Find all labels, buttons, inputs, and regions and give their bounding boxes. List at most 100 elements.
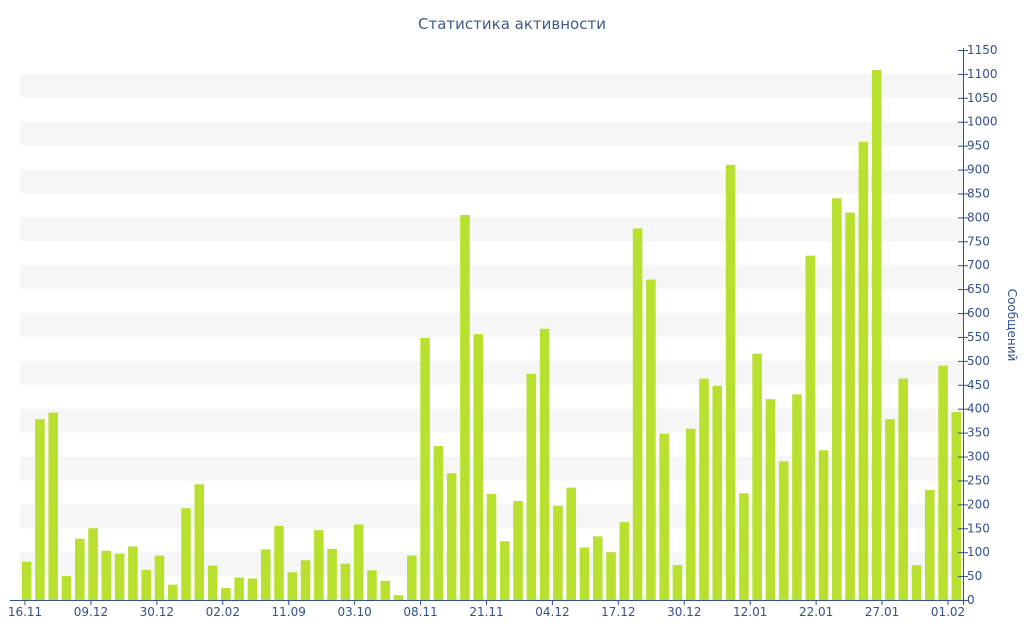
bar (592, 536, 603, 600)
x-tick-label: 27.01 (865, 605, 899, 619)
bar (765, 399, 776, 600)
bar (526, 373, 537, 600)
bar (871, 70, 882, 601)
bar (858, 141, 869, 600)
bar (792, 394, 802, 600)
bar (48, 412, 58, 600)
bar (340, 563, 351, 600)
bar (832, 198, 842, 600)
grid-band (20, 121, 963, 146)
y-tick-label: 900 (967, 163, 990, 177)
bar (101, 550, 112, 600)
bar (566, 487, 576, 600)
y-tick-label: 450 (967, 378, 990, 392)
bar (619, 522, 630, 600)
bar (925, 490, 935, 600)
bar (898, 378, 909, 600)
bar (420, 337, 430, 600)
bar (21, 561, 32, 600)
y-tick-label: 400 (967, 402, 990, 416)
bar (778, 461, 789, 600)
x-tick-label: 09.12 (74, 605, 108, 619)
x-tick-label: 03.10 (337, 605, 371, 619)
x-tick-label: 08.11 (403, 605, 437, 619)
bar (712, 385, 723, 600)
y-tick-label: 100 (967, 545, 990, 559)
bar (167, 584, 178, 600)
bar (460, 215, 470, 600)
y-tick-label: 600 (967, 306, 990, 320)
bar (500, 541, 510, 600)
grid-band (20, 169, 963, 194)
bar (287, 572, 298, 600)
x-tick-label: 21.11 (469, 605, 503, 619)
bar (88, 528, 98, 600)
bar (61, 576, 72, 600)
y-tick-label: 150 (967, 521, 990, 535)
bars (21, 70, 962, 601)
y-tick-label: 700 (967, 258, 990, 272)
y-tick-label: 1050 (967, 91, 998, 105)
x-tick-label: 22.01 (799, 605, 833, 619)
y-tick-label: 750 (967, 234, 990, 248)
x-tick-label: 11.09 (272, 605, 306, 619)
y-tick-label: 650 (967, 282, 990, 296)
bar (380, 580, 391, 600)
bar (446, 473, 457, 600)
x-tick-label: 12.01 (733, 605, 767, 619)
bar (579, 547, 590, 600)
bar (845, 212, 855, 601)
y-tick-label: 50 (967, 569, 982, 583)
bar (818, 450, 829, 600)
y-tick-label: 500 (967, 354, 990, 368)
bar (752, 353, 762, 600)
bar (606, 552, 616, 600)
y-tick-label: 300 (967, 450, 990, 464)
chart-title: Статистика активности (418, 15, 606, 33)
bar (513, 501, 523, 600)
bar (739, 493, 749, 600)
bar (35, 419, 45, 600)
y-tick-label: 250 (967, 473, 990, 487)
x-tick-label: 30.12 (667, 605, 701, 619)
bar (327, 548, 337, 600)
axes (10, 48, 965, 605)
bar (659, 433, 669, 600)
bar (367, 570, 377, 600)
bar (553, 505, 563, 600)
grid-band (20, 217, 963, 242)
bar (951, 412, 962, 600)
bar (260, 549, 271, 600)
bar (407, 555, 417, 600)
bar (314, 530, 324, 600)
y-tick-label: 350 (967, 426, 990, 440)
bar (128, 546, 138, 600)
bar (274, 525, 284, 600)
bar (433, 446, 444, 600)
bar (247, 578, 258, 600)
bar (221, 588, 231, 600)
bar (194, 484, 205, 600)
grid-band (20, 265, 963, 290)
bar (646, 279, 656, 600)
bar (539, 328, 550, 600)
bar (141, 569, 151, 600)
grid-band (20, 408, 963, 433)
bar (632, 228, 643, 600)
x-tick-label: 01.02 (931, 605, 965, 619)
bar (672, 565, 683, 600)
bar (685, 428, 696, 600)
bar (486, 493, 497, 600)
y-tick-label: 200 (967, 497, 990, 511)
y-tick-label: 800 (967, 210, 990, 224)
grid-band (20, 73, 963, 98)
x-ticks: 16.11 09.12 30.12 02.02 11.09 03.10 08.11 21.11… (8, 600, 965, 619)
bar (234, 577, 244, 600)
y-tick-label: 950 (967, 139, 990, 153)
bar (805, 255, 816, 600)
y-tick-label: 0 (967, 593, 975, 607)
bar (154, 555, 165, 600)
y-tick-label: 850 (967, 186, 990, 200)
grid-band (20, 360, 963, 385)
